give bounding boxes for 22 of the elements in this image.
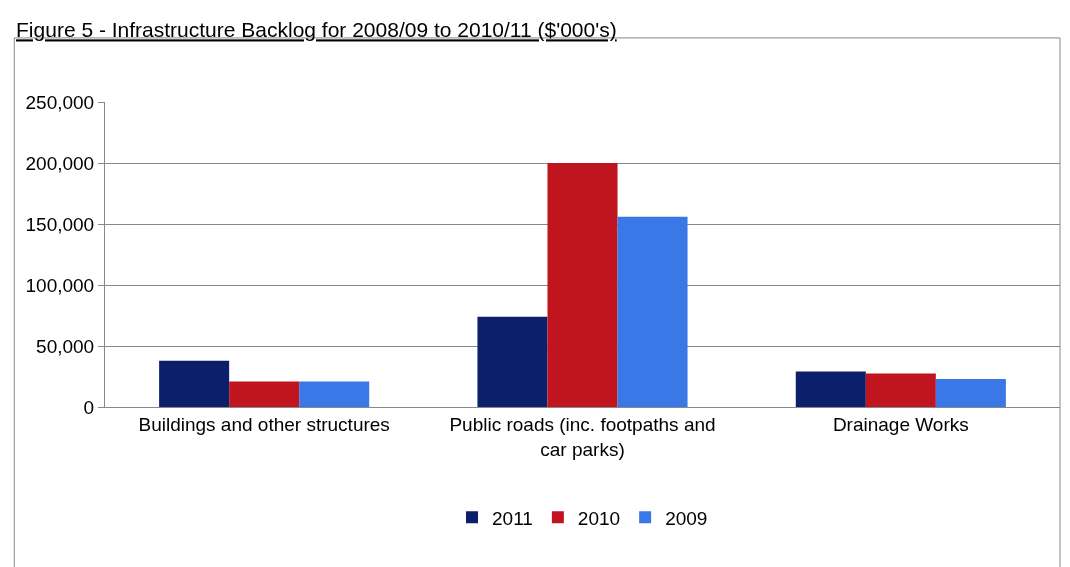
y-tick-label: 200,000 <box>25 152 95 174</box>
legend-label: 2010 <box>577 507 621 529</box>
y-tick-label: 100,000 <box>25 274 95 296</box>
chart-title: Figure 5 - Infrastructure Backlog for 2008/09 to 2010/11 ($'000's) <box>16 18 617 42</box>
y-tick-label: 250,000 <box>25 91 95 113</box>
x-tick-label: Public roads (inc. footpaths and car parks) <box>449 413 716 460</box>
bar <box>547 163 618 407</box>
legend-label: 2009 <box>665 507 708 529</box>
y-tick-label: 0 <box>83 396 95 418</box>
bar <box>795 371 866 407</box>
x-tick-label: Buildings and other structures <box>138 413 390 435</box>
bar <box>159 360 230 407</box>
bar <box>935 378 1006 407</box>
bar <box>229 381 300 407</box>
y-tick-label: 50,000 <box>36 335 95 357</box>
y-tick-label: 150,000 <box>25 213 95 235</box>
bar <box>617 216 688 407</box>
bar <box>477 316 548 407</box>
x-tick-label: Drainage Works <box>832 413 969 435</box>
legend-label: 2011 <box>492 507 533 529</box>
bar <box>299 381 370 407</box>
bar <box>865 373 936 407</box>
